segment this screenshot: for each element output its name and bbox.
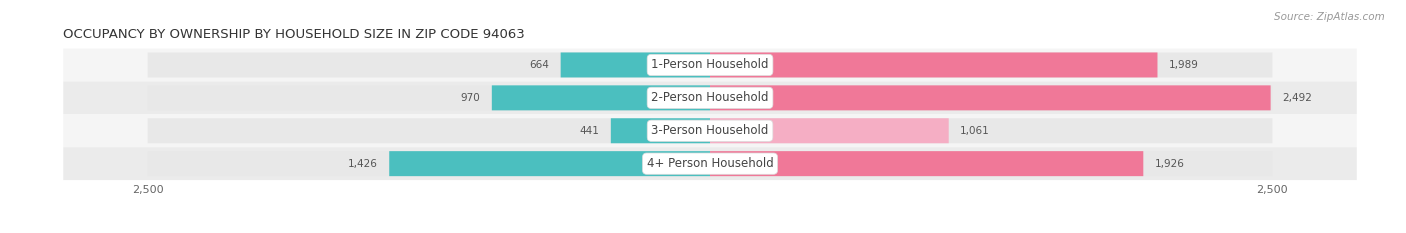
Text: 1,989: 1,989 (1168, 60, 1198, 70)
Text: OCCUPANCY BY OWNERSHIP BY HOUSEHOLD SIZE IN ZIP CODE 94063: OCCUPANCY BY OWNERSHIP BY HOUSEHOLD SIZE… (63, 28, 524, 41)
Text: 1,426: 1,426 (349, 159, 378, 169)
FancyBboxPatch shape (710, 118, 1272, 143)
FancyBboxPatch shape (148, 151, 710, 176)
FancyBboxPatch shape (148, 118, 710, 143)
Text: Source: ZipAtlas.com: Source: ZipAtlas.com (1274, 12, 1385, 22)
Text: 970: 970 (461, 93, 481, 103)
FancyBboxPatch shape (148, 52, 710, 77)
Text: 664: 664 (530, 60, 550, 70)
FancyBboxPatch shape (63, 48, 1357, 81)
FancyBboxPatch shape (710, 85, 1271, 110)
Text: 2-Person Household: 2-Person Household (651, 91, 769, 104)
FancyBboxPatch shape (63, 81, 1357, 114)
FancyBboxPatch shape (710, 52, 1157, 77)
FancyBboxPatch shape (710, 85, 1272, 110)
FancyBboxPatch shape (710, 151, 1143, 176)
FancyBboxPatch shape (492, 85, 710, 110)
Text: 4+ Person Household: 4+ Person Household (647, 157, 773, 170)
FancyBboxPatch shape (610, 118, 710, 143)
Legend: Owner-occupied, Renter-occupied: Owner-occupied, Renter-occupied (598, 231, 823, 233)
Text: 2,492: 2,492 (1282, 93, 1312, 103)
FancyBboxPatch shape (710, 52, 1272, 77)
Text: 441: 441 (579, 126, 599, 136)
FancyBboxPatch shape (561, 52, 710, 77)
FancyBboxPatch shape (389, 151, 710, 176)
FancyBboxPatch shape (63, 147, 1357, 180)
FancyBboxPatch shape (710, 118, 949, 143)
Text: 1,926: 1,926 (1154, 159, 1184, 169)
FancyBboxPatch shape (63, 114, 1357, 147)
FancyBboxPatch shape (710, 151, 1272, 176)
Text: 1,061: 1,061 (960, 126, 990, 136)
FancyBboxPatch shape (148, 85, 710, 110)
Text: 1-Person Household: 1-Person Household (651, 58, 769, 72)
Text: 3-Person Household: 3-Person Household (651, 124, 769, 137)
